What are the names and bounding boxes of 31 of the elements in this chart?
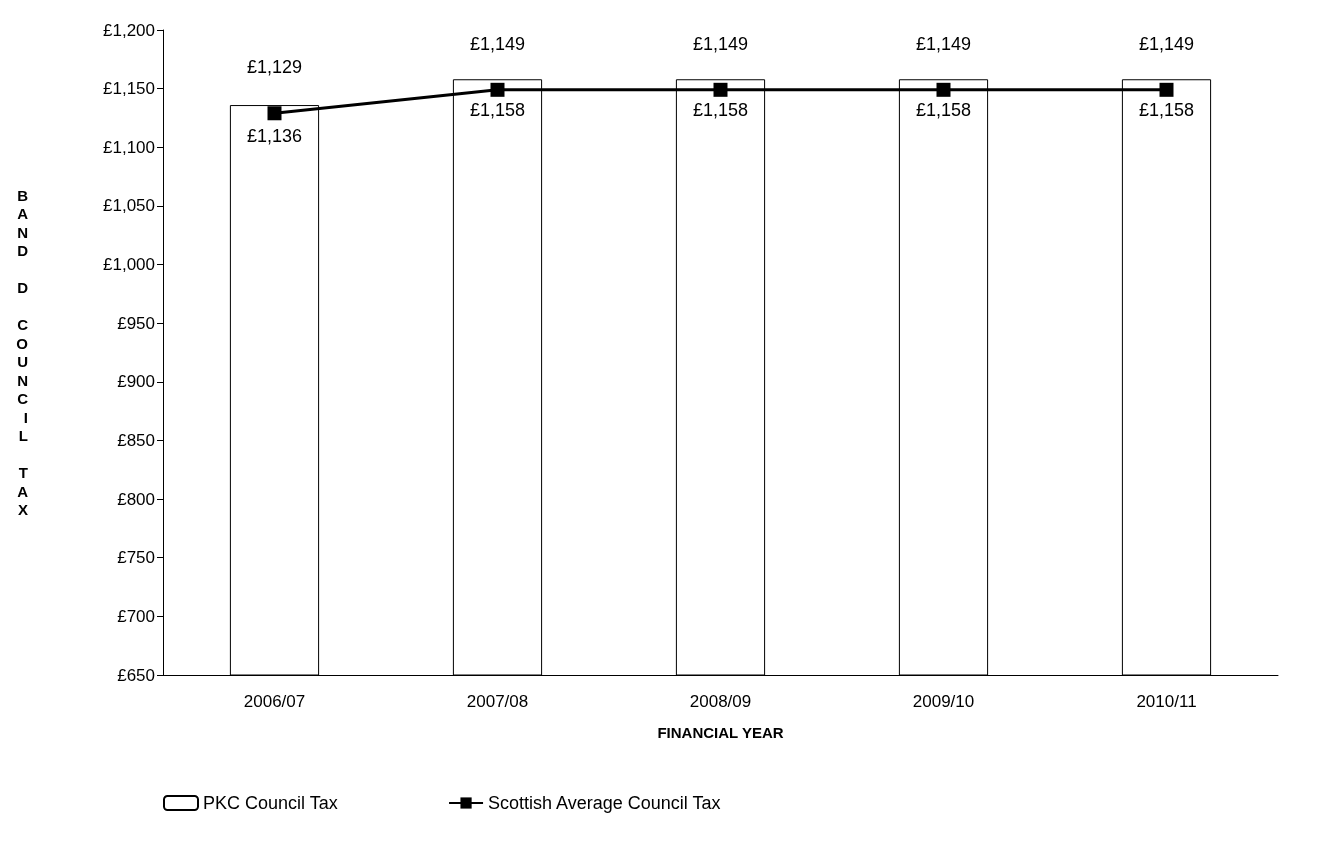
data-label: £1,158 bbox=[692, 100, 749, 121]
y-tick-label: £1,050 bbox=[103, 196, 155, 216]
y-tick-label: £1,000 bbox=[103, 255, 155, 275]
x-tick-label: 2009/10 bbox=[912, 692, 975, 711]
y-tick-label: £1,100 bbox=[103, 137, 155, 157]
x-tick-label: 2007/08 bbox=[466, 692, 529, 711]
y-tick-label: £800 bbox=[117, 489, 155, 509]
x-tick-label: 2010/11 bbox=[1136, 692, 1197, 711]
x-axis-title: FINANCIAL YEAR bbox=[657, 724, 784, 741]
y-tick-label: £650 bbox=[117, 665, 155, 685]
data-label: £1,129 bbox=[246, 57, 303, 78]
y-tick-label: £850 bbox=[117, 430, 155, 450]
legend-label: PKC Council Tax bbox=[203, 793, 338, 813]
y-tick-label: £750 bbox=[117, 548, 155, 568]
x-tick-label: 2008/09 bbox=[689, 692, 752, 711]
y-tick-label: £950 bbox=[117, 313, 155, 333]
y-tick-label: £1,200 bbox=[103, 20, 155, 40]
data-label: £1,149 bbox=[469, 33, 526, 54]
y-tick-label: £900 bbox=[117, 372, 155, 392]
data-label: £1,149 bbox=[915, 33, 972, 54]
data-label: £1,149 bbox=[692, 33, 749, 54]
data-label: £1,136 bbox=[246, 126, 303, 147]
data-label: £1,158 bbox=[915, 100, 972, 121]
text: BAND D COUNCIL TAX bbox=[16, 186, 28, 519]
y-tick-label: £700 bbox=[117, 606, 155, 626]
data-label: £1,149 bbox=[1138, 33, 1195, 54]
data-label: £1,158 bbox=[1138, 100, 1195, 121]
y-tick-label: £1,150 bbox=[103, 79, 155, 99]
legend-label: Scottish Average Council Tax bbox=[488, 793, 721, 813]
data-label: £1,158 bbox=[469, 100, 526, 121]
x-tick-label: 2006/07 bbox=[243, 692, 306, 711]
